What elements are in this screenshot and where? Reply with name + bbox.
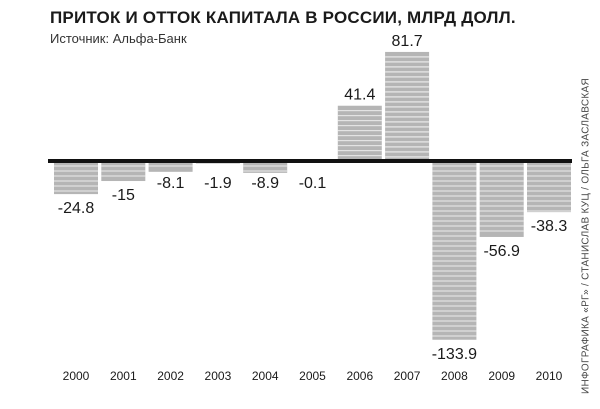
value-label-2001: -15 bbox=[112, 187, 135, 204]
year-label-2010: 2010 bbox=[536, 369, 563, 383]
value-label-2005: -0.1 bbox=[299, 175, 327, 192]
year-label-2002: 2002 bbox=[157, 369, 184, 383]
bar-2006 bbox=[337, 105, 382, 161]
year-label-2003: 2003 bbox=[205, 369, 232, 383]
value-label-2006: 41.4 bbox=[344, 87, 375, 104]
bar-2008 bbox=[432, 161, 477, 340]
bars-group bbox=[54, 51, 571, 340]
value-label-2009: -56.9 bbox=[483, 243, 520, 260]
bar-2004 bbox=[243, 161, 288, 173]
bar-2010 bbox=[527, 161, 571, 213]
value-label-2010: -38.3 bbox=[531, 218, 568, 235]
year-label-2007: 2007 bbox=[394, 369, 421, 383]
bar-2009 bbox=[479, 161, 524, 237]
year-label-2004: 2004 bbox=[252, 369, 279, 383]
chart-title: ПРИТОК И ОТТОК КАПИТАЛА В РОССИИ, МЛРД Д… bbox=[50, 8, 516, 27]
bar-2007 bbox=[385, 51, 430, 162]
value-label-2000: -24.8 bbox=[58, 200, 95, 217]
value-label-2002: -8.1 bbox=[157, 175, 185, 192]
year-label-2005: 2005 bbox=[299, 369, 326, 383]
year-label-2006: 2006 bbox=[346, 369, 373, 383]
year-label-2001: 2001 bbox=[110, 369, 137, 383]
year-label-2008: 2008 bbox=[441, 369, 468, 383]
value-label-2004: -8.9 bbox=[251, 175, 279, 192]
year-label-2000: 2000 bbox=[63, 369, 90, 383]
value-labels-group: -24.8 -15 -8.1 -1.9 -8.9 -0.1 41.4 81.7 -133.9 -5… bbox=[58, 33, 568, 363]
value-label-2008: -133.9 bbox=[432, 346, 477, 363]
bar-2002 bbox=[148, 161, 193, 172]
year-labels-group: 2000 2001 2002 2003 2004 2005 2006 2007 2008 2009… bbox=[63, 369, 563, 383]
chart-source: Источник: Альфа-Банк bbox=[50, 31, 187, 46]
value-label-2003: -1.9 bbox=[204, 175, 232, 192]
value-label-2007: 81.7 bbox=[392, 33, 423, 50]
bar-2000 bbox=[54, 161, 98, 195]
year-label-2009: 2009 bbox=[488, 369, 515, 383]
